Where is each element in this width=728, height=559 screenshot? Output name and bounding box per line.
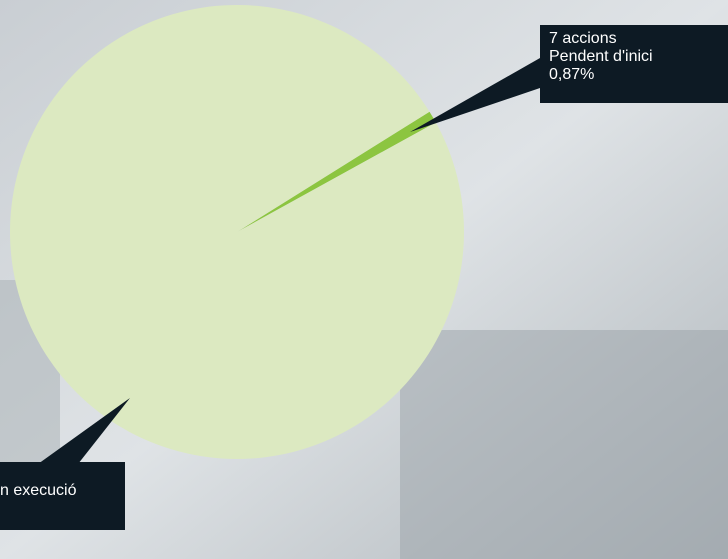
slice-count: 7 accions [549,30,617,47]
callout-box [0,462,125,530]
slice-label: Pendent d'inici [549,48,653,65]
background-buildings [400,330,728,559]
pie-slice [237,111,436,232]
pie [9,4,464,459]
callout-box [540,25,728,103]
callout-pointer [38,398,130,464]
slice-value: 0,87% [549,66,594,83]
pie-slice [9,4,464,459]
callout-pointer [410,58,540,132]
slice-label: n execució [0,482,77,499]
